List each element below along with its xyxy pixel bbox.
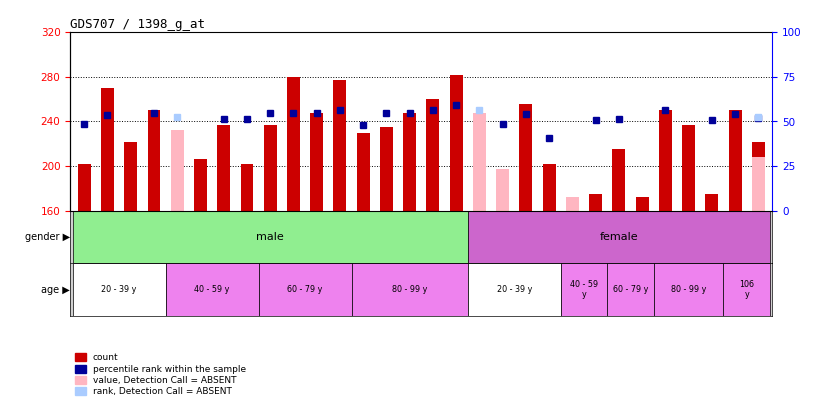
Bar	[589, 194, 602, 211]
Bar	[752, 157, 765, 211]
Text: 80 - 99 y: 80 - 99 y	[392, 285, 427, 294]
Text: 20 - 39 y: 20 - 39 y	[102, 285, 137, 294]
Text: age ▶: age ▶	[41, 285, 70, 294]
Bar	[357, 132, 369, 211]
Bar	[101, 88, 114, 211]
Text: 20 - 39 y: 20 - 39 y	[496, 285, 532, 294]
Bar	[287, 77, 300, 211]
Bar	[165, 263, 259, 316]
Text: 80 - 99 y: 80 - 99 y	[671, 285, 706, 294]
Text: 40 - 59 y: 40 - 59 y	[194, 285, 230, 294]
Bar	[194, 159, 206, 211]
Text: female: female	[600, 232, 638, 242]
Bar	[73, 211, 468, 263]
Legend: count, percentile rank within the sample, value, Detection Call = ABSENT, rank, : count, percentile rank within the sample…	[74, 353, 246, 396]
Bar	[263, 125, 277, 211]
Bar	[311, 113, 323, 211]
Bar	[124, 141, 137, 211]
Text: 60 - 79 y: 60 - 79 y	[287, 285, 323, 294]
Bar	[543, 164, 556, 211]
Bar	[468, 263, 561, 316]
Bar	[607, 263, 653, 316]
Bar	[403, 113, 416, 211]
Text: 60 - 79 y: 60 - 79 y	[613, 285, 648, 294]
Bar	[171, 130, 183, 211]
Bar	[729, 110, 742, 211]
Bar	[566, 197, 579, 211]
Bar	[352, 263, 468, 316]
Bar	[78, 164, 91, 211]
Bar	[636, 197, 648, 211]
Bar	[705, 194, 719, 211]
Text: GDS707 / 1398_g_at: GDS707 / 1398_g_at	[70, 18, 205, 31]
Bar	[468, 211, 770, 263]
Bar	[473, 113, 486, 211]
Bar	[724, 263, 770, 316]
Bar	[240, 164, 254, 211]
Text: gender ▶: gender ▶	[25, 232, 70, 242]
Bar	[426, 99, 439, 211]
Bar	[73, 263, 165, 316]
Bar	[259, 263, 352, 316]
Bar	[659, 110, 672, 211]
Bar	[334, 80, 346, 211]
Bar	[496, 169, 509, 211]
Bar	[653, 263, 724, 316]
Bar	[561, 263, 607, 316]
Text: male: male	[256, 232, 284, 242]
Bar	[752, 141, 765, 211]
Bar	[520, 104, 532, 211]
Bar	[148, 110, 160, 211]
Bar	[612, 149, 625, 211]
Bar	[380, 127, 393, 211]
Text: 40 - 59
y: 40 - 59 y	[570, 280, 598, 299]
Text: 106
y: 106 y	[739, 280, 754, 299]
Bar	[449, 75, 463, 211]
Bar	[217, 125, 230, 211]
Bar	[682, 125, 695, 211]
